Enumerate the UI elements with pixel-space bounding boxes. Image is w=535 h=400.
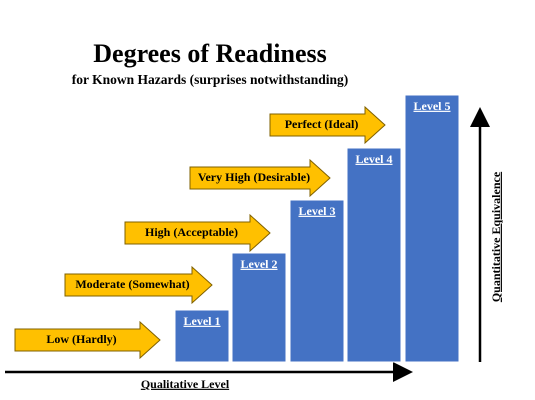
levels: Level 1 Low (Hardly) Level 2 Moderate (Some…: [14, 94, 460, 363]
readiness-label: Moderate (Somewhat): [75, 277, 189, 291]
x-axis-label: Qualitative Level: [141, 377, 230, 391]
readiness-label: Low (Hardly): [46, 332, 116, 346]
level-label: Level 5: [414, 99, 451, 113]
level-bar: [404, 94, 460, 363]
level-label: Level 1: [184, 314, 221, 328]
readiness-arrow: [189, 158, 331, 198]
level-bar: [231, 252, 287, 363]
level-label: Level 3: [299, 204, 336, 218]
y-axis-label: Quantitative Equivalence: [489, 171, 503, 302]
level-bar: [346, 147, 402, 363]
readiness-label: Very High (Desirable): [198, 170, 310, 184]
readiness-arrow: [14, 320, 161, 360]
title: Degrees of Readiness: [93, 39, 326, 68]
readiness-arrow: [124, 213, 271, 253]
readiness-arrow: [64, 265, 213, 305]
level-bar: [289, 199, 345, 363]
level-label: Level 2: [241, 257, 278, 271]
level-bar: [174, 309, 230, 363]
readiness-arrow: [269, 105, 386, 145]
readiness-label: High (Acceptable): [145, 225, 238, 239]
level-label: Level 4: [356, 152, 393, 166]
readiness-label: Perfect (Ideal): [285, 117, 359, 131]
subtitle: for Known Hazards (surprises notwithstan…: [72, 72, 349, 87]
